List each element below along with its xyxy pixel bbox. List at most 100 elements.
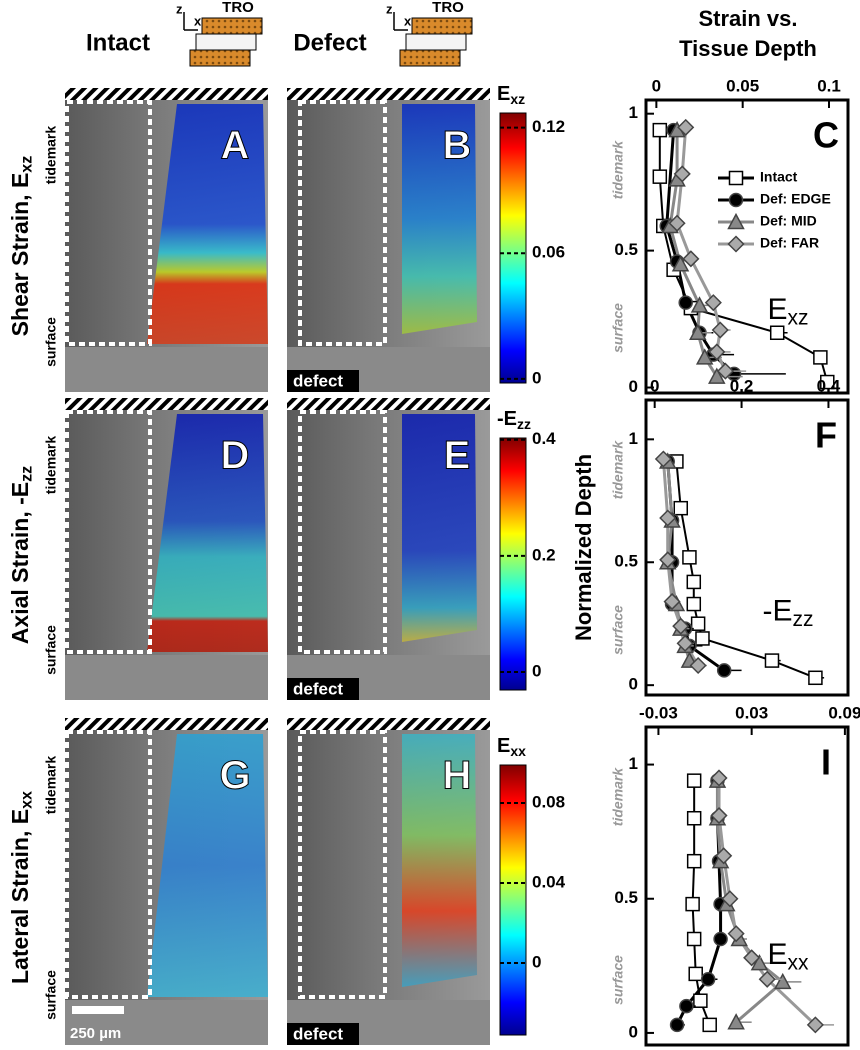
marker xyxy=(813,350,828,365)
marker xyxy=(808,670,823,686)
region-outline xyxy=(65,100,152,346)
colorbar-tick-label: 0.2 xyxy=(532,545,556,564)
marker xyxy=(773,972,792,990)
marker xyxy=(673,500,689,516)
colorbar-label: Exz xyxy=(497,83,525,106)
defect-label: defect xyxy=(293,371,343,390)
y-tick-label: 1 xyxy=(629,754,638,773)
plot-annotation: -Ezz xyxy=(763,594,814,630)
y-tick-label: 0 xyxy=(629,675,638,694)
surface-label: surface xyxy=(610,303,626,353)
defect-tag xyxy=(287,370,359,392)
icon-label: TRO xyxy=(222,0,254,16)
marker xyxy=(727,1013,745,1030)
region-outline xyxy=(298,410,387,654)
marker xyxy=(721,890,739,908)
marker xyxy=(689,323,707,341)
x-tick-label: 0.2 xyxy=(730,376,754,395)
surface-label: surface xyxy=(43,625,59,675)
defect-tag xyxy=(287,1023,359,1045)
plot-frame xyxy=(644,98,850,395)
panel-letter: B xyxy=(443,124,472,168)
marker xyxy=(686,773,702,788)
marker xyxy=(764,653,780,668)
colorbar-tick-label: 0.4 xyxy=(532,429,556,448)
marker xyxy=(671,255,690,272)
colorbar-label-sub: xx xyxy=(510,743,526,759)
marker xyxy=(690,296,709,313)
panel-letter: D xyxy=(221,434,250,478)
surface-label: surface xyxy=(610,955,626,1005)
icon-block xyxy=(399,49,461,67)
marker xyxy=(652,122,668,138)
colorbar-tick-label: 0.12 xyxy=(532,117,565,136)
plot-annotation-main: E xyxy=(767,293,787,326)
marker xyxy=(710,769,728,787)
panel-letter: E xyxy=(444,434,471,478)
plot-annotation-main: -E xyxy=(763,594,793,627)
legend-label: Def: FAR xyxy=(760,235,819,251)
marker xyxy=(677,118,695,136)
plot-annotation-sub: xz xyxy=(788,306,809,329)
marker xyxy=(676,634,694,652)
hatch-bar xyxy=(65,88,268,100)
colorbar-label-main: -E xyxy=(497,408,517,430)
colorbar-label: Exx xyxy=(497,735,526,758)
x-tick-label: 0.09 xyxy=(828,703,860,722)
y-tick-label: 0 xyxy=(629,377,638,396)
marker xyxy=(663,593,681,611)
marker xyxy=(750,954,769,971)
row-label-main: Axial Strain, -E xyxy=(7,482,33,644)
y-tick-label: 0.5 xyxy=(614,552,638,571)
marker xyxy=(672,617,690,635)
marker xyxy=(743,949,761,967)
marker xyxy=(716,362,734,380)
x-tick-label: 0.03 xyxy=(735,703,768,722)
y-axis-label: Normalized Depth xyxy=(571,454,596,641)
marker xyxy=(758,970,776,988)
chart-header: Tissue Depth xyxy=(679,36,817,61)
legend-label: Def: EDGE xyxy=(760,191,831,207)
icon-axis-label: x xyxy=(194,13,202,28)
row-label-sub: xx xyxy=(18,791,36,809)
x-tick-label: -0.03 xyxy=(639,703,678,722)
marker xyxy=(806,1016,824,1034)
colorbar xyxy=(499,764,527,1036)
icon-block xyxy=(405,33,467,51)
tidemark-label: tidemark xyxy=(43,756,59,815)
region-outline xyxy=(65,410,152,654)
panel-letter: G xyxy=(219,754,250,798)
marker xyxy=(686,853,702,869)
defect-tag xyxy=(287,678,359,700)
marker xyxy=(727,925,745,943)
panel-letter: A xyxy=(221,124,250,168)
row-label-sub: xz xyxy=(18,156,36,173)
panel-letter: I xyxy=(821,742,831,783)
surface-label: surface xyxy=(43,317,59,367)
region-outline xyxy=(65,730,152,999)
y-tick-label: 0.5 xyxy=(614,888,638,907)
icon-block xyxy=(189,49,251,67)
icon-axes xyxy=(183,12,198,31)
tidemark-label: tidemark xyxy=(43,126,59,185)
icon-axis-label: z xyxy=(386,1,393,16)
tidemark-label: tidemark xyxy=(610,440,626,500)
colorbar-tick-label: 0.08 xyxy=(532,792,565,811)
colorbar-label-main: E xyxy=(497,735,510,757)
plot-annotation-sub: zz xyxy=(793,607,814,630)
chart-header: Strain vs. xyxy=(698,6,797,31)
hatch-bar xyxy=(65,718,268,730)
marker xyxy=(652,169,668,184)
plot-frame xyxy=(644,725,850,1047)
plot-annotation: Exx xyxy=(767,938,809,974)
y-tick-label: 0.5 xyxy=(614,240,638,259)
colorbar-label-main: E xyxy=(497,83,510,105)
column-header: Intact xyxy=(86,29,150,56)
marker xyxy=(708,367,726,384)
marker xyxy=(686,810,702,826)
icon-block xyxy=(411,17,473,35)
colorbar-label: -Ezz xyxy=(497,408,531,431)
marker xyxy=(679,998,694,1014)
marker xyxy=(654,450,672,468)
